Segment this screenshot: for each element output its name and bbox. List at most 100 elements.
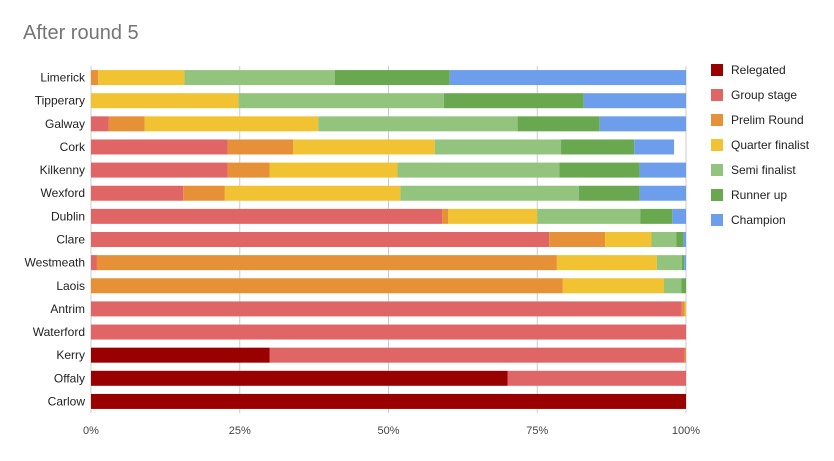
x-tick-label: 75% <box>526 425 548 437</box>
bar-quarter-finalist <box>605 232 652 247</box>
category-label: Dublin <box>51 209 85 223</box>
bar-quarter-finalist <box>448 208 538 224</box>
bar-quarter-finalist <box>144 116 319 132</box>
bar-runner-up <box>681 255 685 271</box>
bar-runner-up <box>334 70 450 86</box>
legend-label-semi-finalist: Semi finalist <box>731 163 796 177</box>
legend-label-prelim-round: Prelim Round <box>731 113 804 127</box>
bar-runner-up <box>561 139 635 155</box>
category-label: Galway <box>45 117 85 131</box>
x-tick-label: 0% <box>83 425 99 437</box>
category-label: Laois <box>56 279 85 293</box>
x-tick-label: 25% <box>229 425 251 437</box>
bar-champion <box>672 208 686 224</box>
bar-group-stage <box>91 255 97 271</box>
bar-prelim-round <box>108 116 145 132</box>
bar-group-stage <box>91 185 184 201</box>
category-label: Clare <box>56 233 85 247</box>
bar-quarter-finalist <box>293 139 435 155</box>
bar-runner-up <box>443 93 584 109</box>
category-label: Limerick <box>40 71 86 85</box>
x-tick-label: 50% <box>377 425 399 437</box>
bar-group-stage <box>507 370 686 386</box>
bar-prelim-round <box>442 208 448 224</box>
bar-group-stage <box>91 139 228 155</box>
bar-semi-finalist <box>656 255 682 271</box>
category-label: Kerry <box>56 348 85 362</box>
bar-relegated <box>91 393 686 409</box>
bar-champion <box>449 70 686 86</box>
bar-prelim-round <box>96 255 557 271</box>
bar-quarter-finalist <box>224 185 401 201</box>
bar-champion <box>639 162 686 178</box>
bar-quarter-finalist <box>562 278 664 294</box>
category-label: Antrim <box>50 302 85 316</box>
bar-group-stage <box>91 324 686 340</box>
bar-group-stage <box>91 232 550 247</box>
bar-semi-finalist <box>651 232 677 247</box>
category-label: Westmeath <box>25 256 85 270</box>
legend-swatch-relegated <box>711 64 723 76</box>
bar-semi-finalist <box>400 185 579 201</box>
category-label: Waterford <box>33 325 85 339</box>
bar-champion <box>634 139 675 155</box>
bar-group-stage <box>91 208 443 224</box>
legend-swatch-prelim-round <box>711 114 723 126</box>
bar-group-stage <box>91 116 109 132</box>
chart-title: After round 5 <box>23 22 139 44</box>
bar-champion <box>639 185 686 201</box>
legend-label-champion: Champion <box>731 213 786 227</box>
bar-prelim-round <box>183 185 225 201</box>
bar-prelim-round <box>91 70 99 86</box>
bar-quarter-finalist <box>556 255 657 271</box>
category-label: Cork <box>60 140 86 154</box>
bar-group-stage <box>91 301 682 317</box>
legend-label-runner-up: Runner up <box>731 188 787 202</box>
bar-runner-up <box>681 278 686 294</box>
bar-prelim-round <box>684 347 686 363</box>
bar-relegated <box>91 347 270 363</box>
legend-label-group-stage: Group stage <box>731 88 797 102</box>
bar-prelim-round <box>91 278 563 294</box>
bar-semi-finalist <box>397 162 560 178</box>
x-tick-label: 100% <box>672 425 700 437</box>
category-label: Tipperary <box>35 94 85 108</box>
bar-quarter-finalist <box>684 301 686 317</box>
bar-runner-up <box>517 116 600 132</box>
bar-quarter-finalist <box>91 93 239 109</box>
bar-champion <box>684 255 686 271</box>
bar-runner-up <box>640 208 673 224</box>
legend-swatch-champion <box>711 214 723 226</box>
bar-semi-finalist <box>537 208 641 224</box>
bar-runner-up <box>559 162 640 178</box>
bar-champion <box>599 116 686 132</box>
bar-semi-finalist <box>318 116 518 132</box>
legend-swatch-semi-finalist <box>711 164 723 176</box>
legend-label-quarter-finalist: Quarter finalist <box>731 138 810 152</box>
category-label: Offaly <box>54 371 85 385</box>
bar-champion <box>583 93 686 109</box>
bar-prelim-round <box>227 139 294 155</box>
bar-prelim-round <box>227 162 270 178</box>
bar-prelim-round <box>549 232 606 247</box>
bar-group-stage <box>91 162 228 178</box>
legend-swatch-quarter-finalist <box>711 139 723 151</box>
bar-runner-up <box>578 185 640 201</box>
legend-swatch-runner-up <box>711 189 723 201</box>
category-label: Kilkenny <box>40 163 85 177</box>
bar-champion <box>683 232 686 247</box>
bar-relegated <box>91 370 508 386</box>
bar-semi-finalist <box>238 93 444 109</box>
bar-prelim-round <box>681 301 685 317</box>
bar-semi-finalist <box>184 70 335 86</box>
bar-quarter-finalist <box>269 162 398 178</box>
bar-group-stage <box>269 347 685 363</box>
category-label: Carlow <box>48 394 86 408</box>
bar-semi-finalist <box>663 278 682 294</box>
bar-runner-up <box>676 232 684 247</box>
bar-quarter-finalist <box>98 70 185 86</box>
legend-label-relegated: Relegated <box>731 63 786 77</box>
category-label: Wexford <box>41 186 85 200</box>
legend-swatch-group-stage <box>711 89 723 101</box>
